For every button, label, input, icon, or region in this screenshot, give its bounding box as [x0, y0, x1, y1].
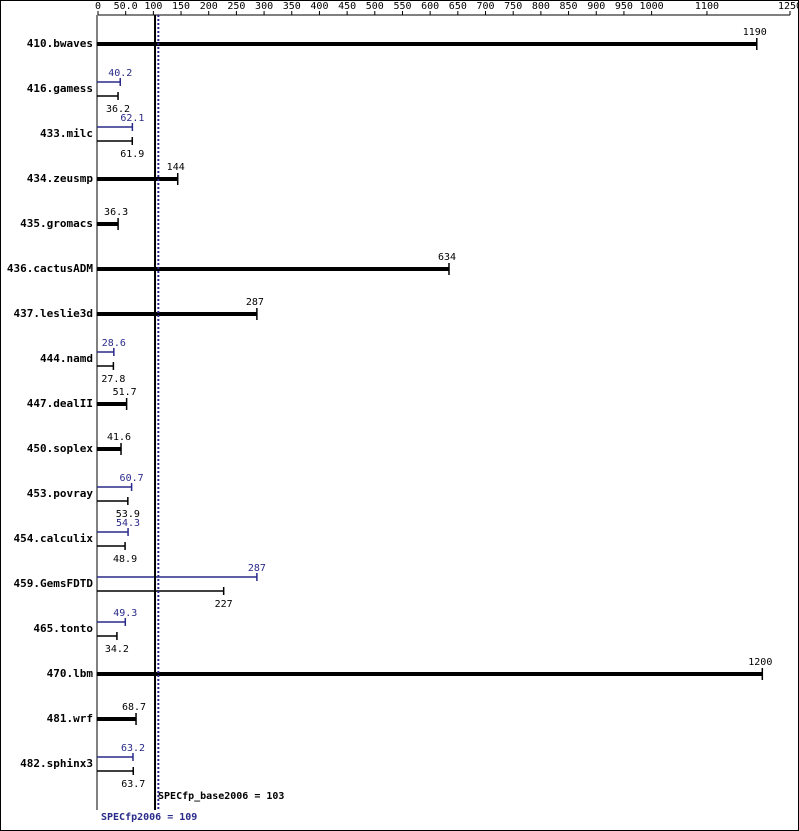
- category-label: 470.lbm: [47, 667, 94, 680]
- category-label: 410.bwaves: [27, 37, 93, 50]
- value-label: 62.1: [120, 113, 144, 124]
- x-tick-label: 650: [449, 1, 467, 12]
- value-label: 48.9: [113, 554, 137, 565]
- value-label: 36.2: [106, 104, 130, 115]
- x-tick-label: 600: [421, 1, 439, 12]
- category-label: 436.cactusADM: [7, 262, 93, 275]
- value-label: 49.3: [113, 608, 137, 619]
- reference-label: SPECfp2006 = 109: [101, 812, 197, 823]
- value-label: 61.9: [120, 149, 144, 160]
- category-label: 447.dealII: [27, 397, 93, 410]
- value-label: 227: [215, 599, 233, 610]
- x-tick-label: 700: [476, 1, 494, 12]
- category-label: 465.tonto: [33, 622, 93, 635]
- x-tick-label: 50.0: [114, 1, 138, 12]
- x-tick-label: 400: [310, 1, 328, 12]
- category-label: 453.povray: [27, 487, 94, 500]
- x-tick-label: 900: [587, 1, 605, 12]
- x-tick-label: 150: [172, 1, 190, 12]
- value-label: 54.3: [116, 518, 140, 529]
- x-tick-label: 200: [200, 1, 218, 12]
- category-label: 454.calculix: [14, 532, 94, 545]
- category-label: 434.zeusmp: [27, 172, 94, 185]
- category-label: 482.sphinx3: [20, 757, 93, 770]
- value-label: 287: [248, 563, 266, 574]
- value-label: 287: [246, 297, 264, 308]
- value-label: 34.2: [105, 644, 129, 655]
- x-tick-label: 1100: [695, 1, 719, 12]
- category-label: 433.milc: [40, 127, 93, 140]
- value-label: 1190: [743, 27, 767, 38]
- x-tick-label: 250: [227, 1, 245, 12]
- category-label: 437.leslie3d: [14, 307, 93, 320]
- value-label: 634: [438, 252, 456, 263]
- category-label: 435.gromacs: [20, 217, 93, 230]
- category-label: 459.GemsFDTD: [14, 577, 94, 590]
- value-label: 63.2: [121, 743, 145, 754]
- x-tick-label: 550: [393, 1, 411, 12]
- x-tick-label: 350: [283, 1, 301, 12]
- x-tick-label: 0: [95, 1, 101, 12]
- category-label: 416.gamess: [27, 82, 93, 95]
- value-label: 60.7: [120, 473, 144, 484]
- x-tick-label: 450: [338, 1, 356, 12]
- value-label: 53.9: [116, 509, 140, 520]
- x-tick-label: 850: [560, 1, 578, 12]
- x-tick-label: 300: [255, 1, 273, 12]
- value-label: 36.3: [104, 207, 128, 218]
- value-label: 68.7: [122, 702, 146, 713]
- category-label: 481.wrf: [47, 712, 93, 725]
- category-label: 450.soplex: [27, 442, 94, 455]
- x-tick-label: 1000: [640, 1, 664, 12]
- x-tick-label: 500: [366, 1, 384, 12]
- value-label: 63.7: [121, 779, 145, 790]
- value-label: 1200: [748, 657, 772, 668]
- x-tick-label: 950: [615, 1, 633, 12]
- x-tick-label: 800: [532, 1, 550, 12]
- x-tick-label: 1250: [778, 1, 799, 12]
- value-label: 28.6: [102, 338, 126, 349]
- reference-label: SPECfp_base2006 = 103: [158, 791, 284, 802]
- category-label: 444.namd: [40, 352, 93, 365]
- x-tick-label: 750: [504, 1, 522, 12]
- value-label: 144: [167, 162, 185, 173]
- value-label: 27.8: [101, 374, 125, 385]
- value-label: 40.2: [108, 68, 132, 79]
- value-label: 51.7: [113, 387, 137, 398]
- value-label: 41.6: [107, 432, 131, 443]
- x-tick-label: 100: [144, 1, 162, 12]
